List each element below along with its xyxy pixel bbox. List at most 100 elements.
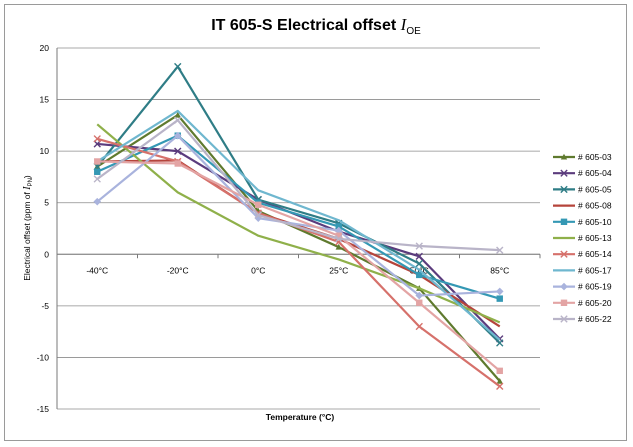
data-point	[174, 160, 181, 167]
data-point	[255, 201, 262, 208]
data-point	[496, 295, 503, 302]
legend-label: # 605-19	[578, 282, 612, 292]
series-line	[96, 134, 500, 297]
legend-item: # 605-13	[553, 233, 612, 243]
series-line	[97, 160, 501, 372]
data-point	[496, 382, 504, 391]
x-tick-labels: -40°C -20°C 0°C 25°C 50°C 85°C	[86, 265, 509, 275]
series-line	[97, 159, 501, 328]
legend-label: # 605-22	[578, 314, 612, 324]
data-point	[415, 259, 423, 268]
y-axis-label: Electrical offset (ppm of IPN)	[22, 175, 34, 281]
legend-item: # 605-03	[553, 152, 612, 162]
data-point	[496, 246, 504, 254]
data-point	[94, 158, 101, 165]
data-point	[335, 232, 342, 239]
series-line	[96, 119, 500, 252]
legend-marker	[560, 282, 568, 291]
data-point	[93, 197, 102, 206]
x-tick-label: -20°C	[167, 265, 189, 275]
series-605-08	[97, 159, 501, 328]
data-point	[174, 147, 182, 155]
legend-item: # 605-20	[553, 298, 612, 308]
data-point	[254, 211, 262, 219]
data-point	[174, 116, 182, 124]
data-point	[495, 287, 504, 296]
series-605-17	[96, 109, 501, 341]
data-point	[416, 299, 423, 306]
data-point	[496, 339, 504, 347]
data-point	[335, 235, 343, 243]
x-tick-label: 85°C	[490, 265, 509, 275]
legend-label: # 605-08	[578, 201, 612, 211]
y-tick-label: -15	[37, 404, 50, 414]
y-tick-label: -10	[37, 352, 50, 362]
x-tick-label: 25°C	[329, 265, 348, 275]
y-tick-label: 10	[40, 146, 50, 156]
legend-marker	[560, 185, 568, 194]
x-tick-label: -40°C	[86, 265, 108, 275]
y-tick-labels: 20 15 10 5 0 -5 -10 -15	[37, 43, 50, 414]
data-point	[94, 168, 101, 175]
series-lines	[93, 62, 504, 391]
y-tick-label: 20	[40, 43, 50, 53]
data-point	[173, 131, 182, 140]
series-605-19	[93, 131, 504, 300]
legend-marker	[560, 153, 568, 160]
data-point	[174, 111, 181, 118]
series-605-20	[94, 158, 503, 375]
legend-label: # 605-13	[578, 233, 612, 243]
axes	[56, 48, 541, 409]
legend-label: # 605-03	[578, 152, 612, 162]
y-tick-label: 0	[44, 249, 49, 259]
legend-item: # 605-08	[553, 201, 612, 211]
legend-label: # 605-05	[578, 184, 612, 194]
data-point	[93, 175, 101, 183]
legend-item: # 605-14	[553, 249, 612, 259]
series-line	[96, 113, 501, 382]
series-605-10	[94, 132, 503, 302]
legend-marker	[560, 218, 568, 225]
legend-marker	[560, 250, 568, 258]
y-tick-label: 5	[44, 198, 49, 208]
legend-label: # 605-04	[578, 168, 612, 178]
data-point	[93, 135, 101, 143]
legend-marker	[560, 315, 568, 323]
data-point	[174, 62, 182, 71]
data-point	[415, 242, 423, 250]
legend-label: # 605-14	[578, 249, 612, 259]
series-line	[96, 109, 501, 341]
x-tick-label: 0°C	[251, 265, 265, 275]
data-point	[416, 271, 423, 279]
data-point	[496, 377, 503, 384]
series-line	[97, 142, 501, 340]
y-tick-label: -5	[41, 301, 49, 311]
legend-item: # 605-19	[553, 282, 612, 292]
legend-label: # 605-20	[578, 298, 612, 308]
legend-item: # 605-17	[553, 265, 612, 275]
data-point	[496, 367, 503, 375]
data-point	[335, 223, 342, 230]
legend-marker	[560, 299, 568, 306]
legend-label: # 605-17	[578, 265, 612, 275]
legend: # 605-03 # 605-04 # 605-05 # 605-08 # 605-10…	[553, 152, 612, 324]
x-axis-label: Temperature (°C)	[266, 412, 335, 422]
legend-item: # 605-10	[553, 217, 612, 227]
data-point	[334, 226, 343, 235]
legend-item: # 605-04	[553, 168, 612, 178]
data-point	[415, 252, 423, 261]
legend-item: # 605-05	[553, 184, 612, 194]
data-point	[335, 243, 342, 250]
chart-title: IT 605-S Electrical offset IOE	[211, 15, 421, 37]
series-line	[96, 65, 501, 344]
legend-marker	[560, 169, 568, 177]
data-point	[415, 322, 423, 331]
legend-item: # 605-22	[553, 314, 612, 324]
series-line	[96, 134, 501, 300]
series-605-04	[93, 140, 504, 343]
series-605-22	[93, 116, 504, 254]
y-tick-label: 15	[40, 95, 50, 105]
data-point	[415, 291, 424, 300]
legend-label: # 605-10	[578, 217, 612, 227]
